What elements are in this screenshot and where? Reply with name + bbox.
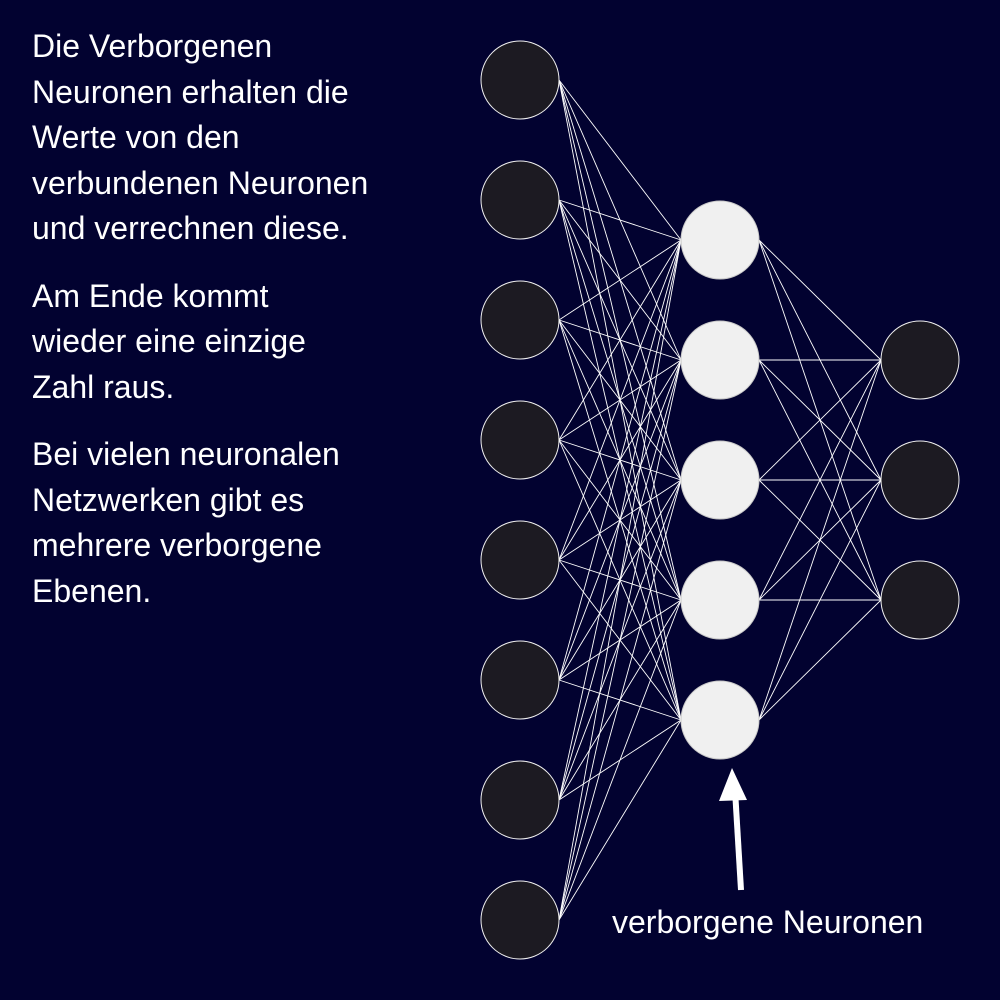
- connection-input-7-to-hidden-1: [558, 239, 682, 801]
- input-neuron-3: [480, 280, 560, 360]
- input-neuron-5: [480, 520, 560, 600]
- connection-hidden-5-to-output-2: [758, 479, 882, 721]
- connection-input-4-to-hidden-1: [558, 239, 682, 441]
- connection-hidden-3-to-output-1: [758, 359, 882, 481]
- input-neuron-4: [480, 400, 560, 480]
- connection-input-6-to-hidden-1: [558, 239, 682, 681]
- connection-input-8-to-hidden-5: [558, 719, 682, 921]
- neurons: [480, 40, 960, 960]
- hidden-neuron-4: [680, 560, 760, 640]
- connection-hidden-4-to-output-1: [758, 359, 882, 601]
- hidden-neuron-5: [680, 680, 760, 760]
- input-neuron-2: [480, 160, 560, 240]
- connection-hidden-5-to-output-1: [758, 359, 882, 721]
- hidden-neurons-arrow: [719, 768, 747, 891]
- connection-hidden-5-to-output-3: [758, 599, 882, 721]
- hidden-neuron-3: [680, 440, 760, 520]
- paragraph-multiple-layers: Bei vielen neuronalen Netzwerken gibt es…: [32, 436, 340, 609]
- paragraph-hidden-neurons: Die Verborgenen Neuronen erhalten die We…: [32, 28, 369, 246]
- hidden-neuron-1: [680, 200, 760, 280]
- connection-input-8-to-hidden-4: [558, 599, 682, 921]
- input-neuron-1: [480, 40, 560, 120]
- input-neuron-6: [480, 640, 560, 720]
- description-text: Die Verborgenen Neuronen erhalten die We…: [32, 24, 452, 614]
- input-neuron-7: [480, 760, 560, 840]
- output-neuron-2: [880, 440, 960, 520]
- connection-hidden-1-to-output-1: [758, 239, 882, 361]
- connection-input-8-to-hidden-3: [558, 479, 682, 921]
- hidden-neurons-label: verborgene Neuronen: [612, 904, 924, 940]
- connection-input-5-to-hidden-1: [558, 239, 682, 561]
- paragraph-single-output: Am Ende kommt wieder eine einzige Zahl r…: [32, 277, 306, 405]
- input-neuron-8: [480, 880, 560, 960]
- output-neuron-3: [880, 560, 960, 640]
- arrow-head: [719, 768, 747, 801]
- output-neuron-1: [880, 320, 960, 400]
- connection-input-3-to-hidden-1: [558, 239, 682, 321]
- connection-input-8-to-hidden-2: [558, 359, 682, 921]
- arrow-shaft: [732, 789, 744, 891]
- connections: [558, 79, 882, 921]
- connection-input-1-to-hidden-1: [558, 79, 682, 241]
- connection-input-2-to-hidden-1: [558, 199, 682, 241]
- connection-input-8-to-hidden-1: [558, 239, 682, 921]
- hidden-neuron-2: [680, 320, 760, 400]
